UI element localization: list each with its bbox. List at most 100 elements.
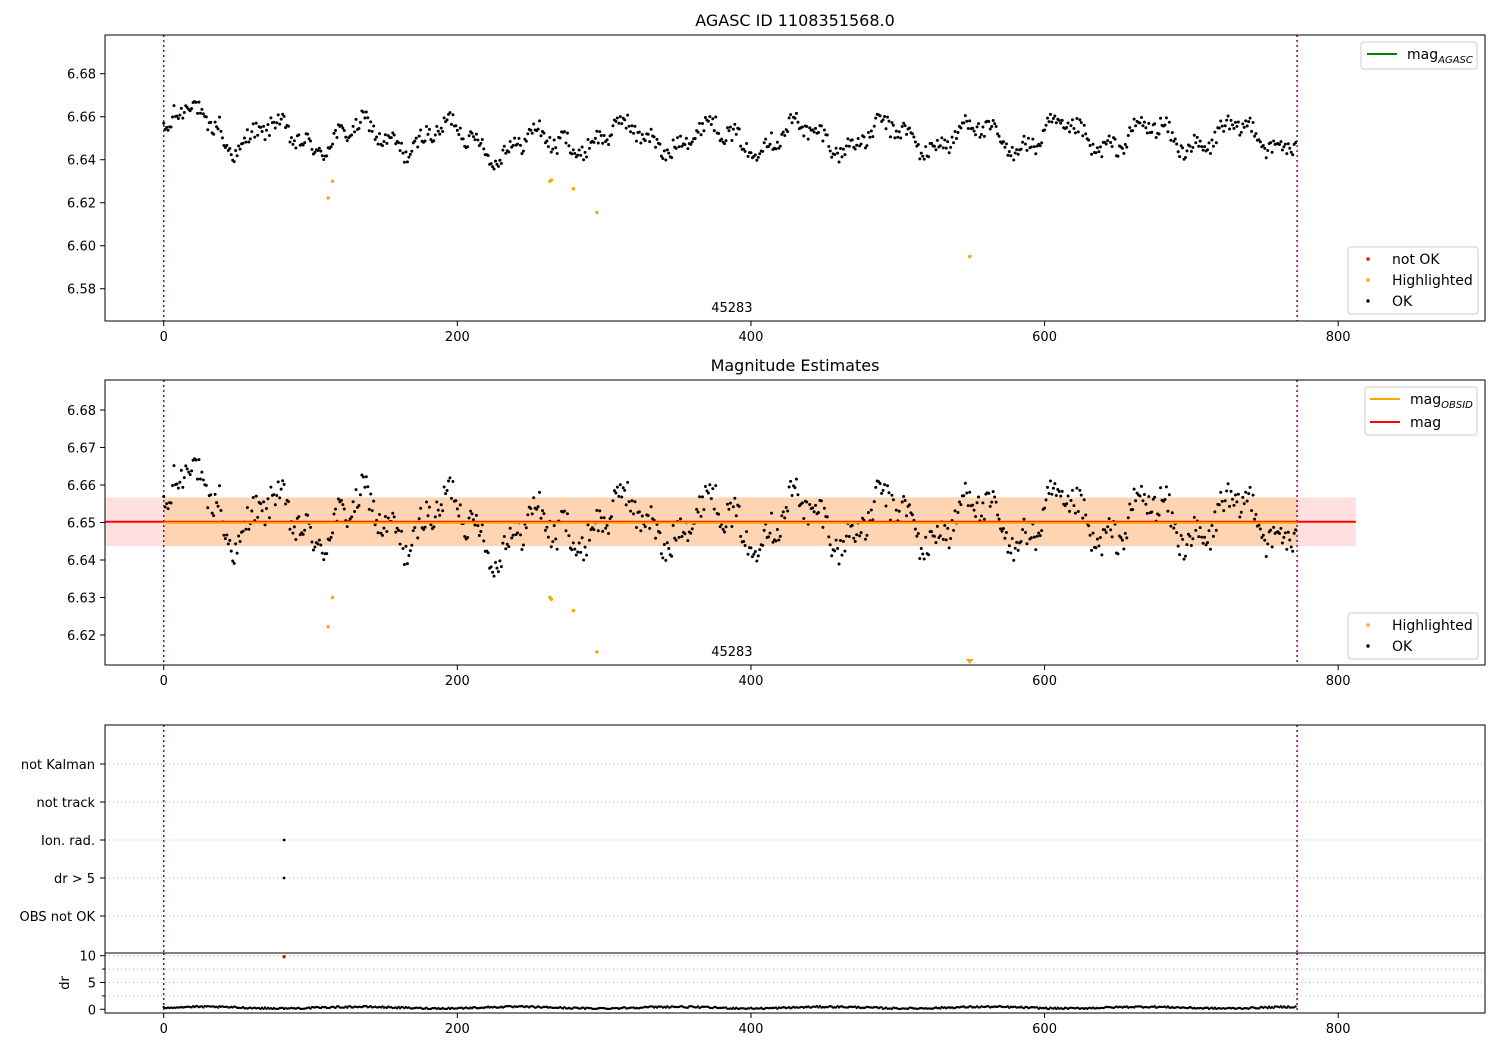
ok-point xyxy=(228,146,232,150)
ok-point xyxy=(662,149,666,153)
ok-point xyxy=(435,500,439,504)
ok-point xyxy=(828,149,832,153)
ok-point xyxy=(213,492,217,496)
ok-point xyxy=(228,538,232,542)
ok-point xyxy=(746,154,750,158)
ok-point xyxy=(812,130,816,134)
ok-point xyxy=(162,121,166,125)
ok-point xyxy=(181,485,185,489)
ok-point xyxy=(862,135,866,139)
ok-point xyxy=(482,539,486,543)
ok-point xyxy=(1247,492,1251,496)
p2-ytick-label: 6.66 xyxy=(67,479,96,494)
ok-point xyxy=(1233,120,1237,124)
dr-point xyxy=(397,1005,400,1009)
ok-point xyxy=(916,531,920,535)
ok-point xyxy=(918,556,922,560)
ok-point xyxy=(238,539,242,543)
ok-point xyxy=(266,497,270,501)
p1-ytick-label: 6.68 xyxy=(67,68,96,83)
ok-point xyxy=(941,146,945,150)
ok-point xyxy=(563,130,567,134)
ok-point xyxy=(1076,509,1080,513)
ok-point xyxy=(1060,118,1064,122)
ok-point xyxy=(411,529,415,533)
ok-point xyxy=(1247,120,1251,124)
ok-point xyxy=(163,505,167,509)
ok-point xyxy=(499,162,503,166)
ok-point xyxy=(179,468,183,472)
ok-point xyxy=(897,130,901,134)
ok-point xyxy=(549,150,553,154)
ok-point xyxy=(640,132,644,136)
ok-point xyxy=(855,143,859,147)
ok-point xyxy=(881,118,885,122)
ok-point xyxy=(306,132,310,136)
ok-point xyxy=(269,485,273,489)
ok-point xyxy=(1164,116,1168,120)
ok-point xyxy=(1229,118,1233,122)
ok-point xyxy=(426,514,430,518)
ok-point xyxy=(891,123,895,127)
highlighted-point xyxy=(330,595,335,600)
ok-point xyxy=(673,536,677,540)
ok-point xyxy=(634,139,638,143)
ok-point xyxy=(605,138,609,142)
ok-point xyxy=(583,150,587,154)
ok-point xyxy=(633,124,637,128)
ok-point xyxy=(730,524,734,528)
ok-point xyxy=(445,488,449,492)
ok-point xyxy=(749,151,753,155)
ok-point xyxy=(1072,127,1076,131)
ok-point xyxy=(1142,492,1146,496)
ok-point xyxy=(1263,146,1267,150)
ok-point xyxy=(555,547,559,551)
ok-point xyxy=(618,483,622,487)
ok-point xyxy=(1000,529,1004,533)
flag-category-label: not track xyxy=(36,796,95,811)
ok-point xyxy=(325,552,329,556)
ok-point xyxy=(1289,150,1293,154)
ok-point xyxy=(654,536,658,540)
ok-point xyxy=(607,532,611,536)
ok-point xyxy=(1238,515,1242,519)
ok-point xyxy=(198,477,202,481)
ok-point xyxy=(212,514,216,518)
ok-point xyxy=(426,132,430,136)
ok-point xyxy=(501,148,505,152)
ok-point xyxy=(1047,120,1051,124)
ok-point xyxy=(508,140,512,144)
ok-point xyxy=(1235,500,1239,504)
ok-point xyxy=(957,500,961,504)
ok-point xyxy=(366,116,370,120)
p1-xtick-label: 600 xyxy=(1032,330,1057,345)
ok-point xyxy=(755,559,759,563)
ok-point xyxy=(739,144,743,148)
ok-point xyxy=(1166,130,1170,134)
ok-point xyxy=(1282,535,1286,539)
highlighted-point xyxy=(330,179,335,183)
ok-point xyxy=(1286,530,1290,534)
ok-point xyxy=(532,122,536,126)
ok-point xyxy=(959,503,963,507)
ok-point xyxy=(913,527,917,531)
ok-point xyxy=(1167,120,1171,124)
ok-point xyxy=(714,484,718,488)
ok-point xyxy=(554,146,558,150)
ok-point xyxy=(507,545,511,549)
ok-point xyxy=(946,140,950,144)
ok-point xyxy=(624,503,628,507)
legend-marker xyxy=(1366,278,1370,282)
ok-point xyxy=(564,141,568,145)
ok-point xyxy=(1226,114,1230,118)
ok-point xyxy=(563,509,567,513)
ok-point xyxy=(539,516,543,520)
ok-point xyxy=(480,137,484,141)
ok-point xyxy=(833,549,837,553)
ok-point xyxy=(1195,135,1199,139)
ok-point xyxy=(197,100,201,104)
ok-point xyxy=(742,540,746,544)
ok-point xyxy=(282,114,286,118)
ok-point xyxy=(921,552,925,556)
ok-point xyxy=(717,131,721,135)
